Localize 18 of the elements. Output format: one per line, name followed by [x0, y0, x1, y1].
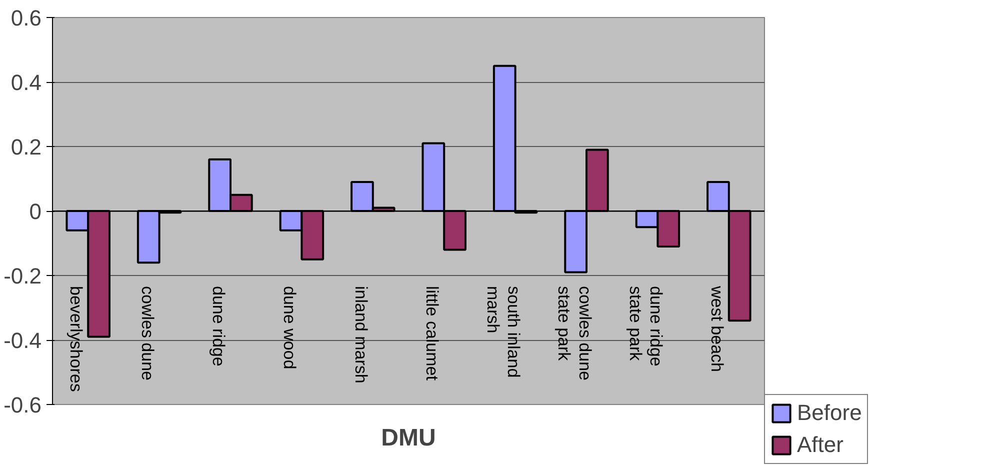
y-tick-label: 0.2 [10, 134, 42, 160]
y-tick-label: -0.4 [4, 328, 42, 353]
y-tick-label: 0.4 [10, 70, 42, 95]
x-tick-label: west beach [707, 285, 726, 372]
legend-label: Before [797, 400, 862, 426]
x-tick-label: dune wood [280, 286, 300, 370]
x-tick-label: inland marsh [351, 286, 370, 384]
y-tick-label: -0.2 [4, 264, 42, 288]
y-tick-label: 0 [29, 199, 42, 224]
x-tick-label: cowles dune [138, 286, 157, 381]
x-tick-label: south inland marsh [483, 286, 524, 378]
y-tick-label: 0.6 [10, 6, 42, 30]
y-tick-label: -0.6 [4, 392, 42, 418]
x-axis-title: DMU [381, 424, 436, 452]
legend-label: After [797, 432, 844, 458]
x-tick-label: beverlyshores [66, 286, 86, 392]
x-tick-label: dune ridge [209, 286, 228, 366]
x-tick-label: little calumet [422, 286, 442, 381]
